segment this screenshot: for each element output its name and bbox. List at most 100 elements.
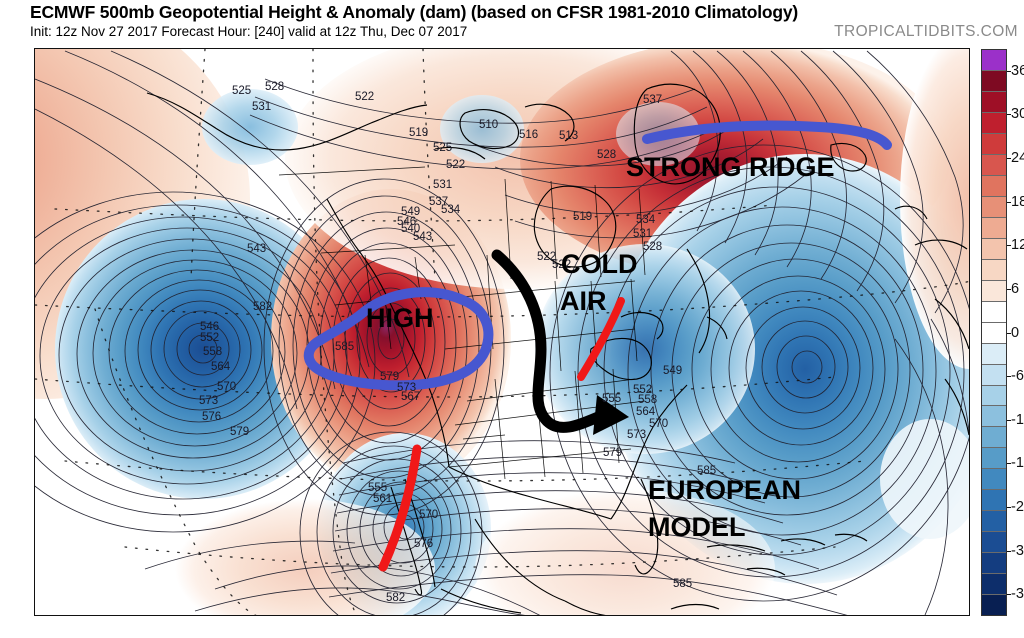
contour-label: 519 [573,211,593,223]
colorbar-tick-mark [1007,245,1011,247]
contour-label: 528 [597,149,617,161]
contours-east-atlantic [894,318,969,615]
contour-label: 585 [673,578,693,590]
contour-label: 585 [697,465,717,477]
colorbar-band-15 [982,363,1006,385]
contour-label: 537 [643,94,663,106]
colorbar-band-19 [982,447,1006,469]
contour-label: 522 [537,251,557,263]
map-canvas[interactable]: 525 528 531 522 519 525 522 531 537 534 549 546 540 5… [34,48,970,616]
contour-label: 513 [559,130,579,142]
colorbar-tick-mark [1007,158,1011,160]
contour-label: 564 [636,406,656,418]
site-watermark: TROPICALTIDBITS.COM [834,23,1018,40]
contour-label: 537 [429,196,449,208]
colorbar-band-8 [982,216,1006,238]
contour-label: 576 [202,411,222,423]
colorbar-tick-label: 30 [1011,106,1024,123]
contour-label: 546 [397,216,417,228]
colorbar-band-21 [982,489,1006,511]
contour-label: 558 [203,346,223,358]
colorbar-band-11 [982,279,1006,301]
contour-label: 552 [200,332,220,344]
colorbar-tick-mark [1007,332,1011,334]
contour-label: 549 [401,206,421,218]
contours-north-pacific-low [35,191,376,533]
contour-label: 558 [638,394,658,406]
contour-label: 540 [401,223,421,235]
contours-atlantic-ridge [670,50,964,314]
colorbar-band-16 [982,384,1006,406]
contour-label: 570 [217,381,237,393]
anomaly-small-blue-se [880,419,969,539]
colorbar-band-2 [982,90,1006,112]
colorbar-tick-mark [1007,594,1011,596]
coastline-layer [146,83,969,615]
contour-label: 522 [355,91,375,103]
contour-label: 570 [419,509,439,521]
contour-label: 522 [552,259,572,271]
colorbar-tick-label: -18 [1011,455,1024,472]
contour-label: 573 [397,382,417,394]
annotation-european-1: EUROPEAN [648,475,802,505]
colorbar-tick-label: -24 [1011,498,1024,515]
anomaly-small-blue-n [440,95,524,163]
colorbar-tick-mark [1007,288,1011,290]
graticule-layer [35,49,969,615]
contour-label: 552 [633,384,653,396]
colorbar-tick-group: 36 30 24 18 12 6 0 -6 -12 -18 -24 -30 -36 [1007,49,1024,616]
colorbar-band-0 [982,50,1006,70]
header: ECMWF 500mb Geopotential Height & Anomal… [0,0,1024,46]
colorbar-band-24 [982,552,1006,574]
colorbar-band-4 [982,132,1006,154]
colorbar-band-9 [982,237,1006,259]
colorbar-tick-label: -36 [1011,586,1024,603]
anomaly-small-blue-nw [202,89,298,165]
colorbar-tick-mark [1007,114,1011,116]
contour-label: 561 [373,493,393,505]
contour-label: 531 [252,101,272,113]
ridge-axis-line [642,120,892,150]
colorbar-tick-label: 12 [1011,237,1024,254]
contour-label: 510 [479,119,499,131]
contour-label: 582 [386,592,406,604]
colorbar-band-25 [982,573,1006,595]
map-graphics [35,49,969,615]
page-title: ECMWF 500mb Geopotential Height & Anomal… [30,2,799,22]
colorbar-band-14 [982,342,1006,364]
anomaly-far-east-warm [900,49,969,369]
contour-label: 573 [199,395,219,407]
colorbar-tick-label: 0 [1011,324,1020,341]
colorbar-band-13 [982,321,1006,343]
contour-label: 567 [401,391,421,403]
contour-label: 573 [627,429,647,441]
colorbar-tick-label: -6 [1011,368,1024,385]
colorbar-band-26 [982,594,1006,616]
forecast-metadata: Init: 12z Nov 27 2017 Forecast Hour: [24… [30,24,468,39]
contour-label: 576 [414,538,434,550]
contour-label: 516 [519,129,539,141]
anomaly-sw-warm [175,499,435,615]
colorbar-band-23 [982,531,1006,553]
contour-label: 519 [409,127,429,139]
contour-label: 579 [603,447,623,459]
colorbar-tick-label: 18 [1011,193,1024,210]
colorbar-band-10 [982,258,1006,280]
contour-label: 555 [602,393,622,405]
colorbar-tick-label: 6 [1011,280,1020,297]
contour-label: 534 [441,204,461,216]
contour-label: 531 [433,179,453,191]
colorbar-tick-label: -30 [1011,542,1024,559]
contour-label: 525 [232,85,252,97]
colorbar-band-3 [982,111,1006,133]
anomaly-colorbar[interactable] [981,49,1007,616]
colorbar-tick-mark [1007,550,1011,552]
colorbar-band-12 [982,300,1006,322]
contour-label: 534 [636,214,656,226]
colorbar-band-18 [982,426,1006,448]
contour-label: 546 [200,321,220,333]
contours-eastern-trough [549,144,969,602]
contour-label: 528 [265,81,285,93]
colorbar-band-17 [982,405,1006,427]
